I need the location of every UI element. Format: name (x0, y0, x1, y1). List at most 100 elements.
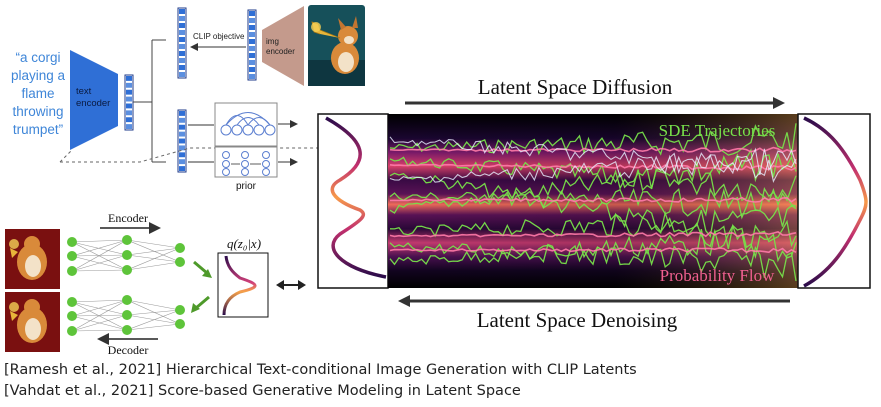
vector-cell (126, 76, 132, 81)
vector-cell (249, 46, 255, 51)
vector-cell (249, 11, 255, 16)
diffusion-arrow-head (773, 97, 785, 109)
network-node (67, 297, 77, 307)
right-gaussian-density (803, 116, 868, 288)
network-edge (126, 254, 181, 263)
network-edge (126, 239, 181, 263)
section-divider-dashed (60, 147, 318, 163)
vector-cell (179, 58, 185, 63)
network-node (175, 243, 185, 253)
network-node (122, 235, 132, 245)
vector-cell (249, 25, 255, 30)
vector-cell (179, 30, 185, 35)
trajectory-path (389, 247, 797, 254)
vector-cell (249, 39, 255, 44)
trajectory-path (389, 146, 797, 153)
network-edge (126, 314, 181, 325)
network-edge (71, 241, 128, 271)
trajectory-lines (389, 123, 797, 282)
prompt-line-3: flame (21, 86, 54, 101)
corgi-output-image (5, 292, 60, 352)
network-node (122, 310, 132, 320)
vector-cell (179, 23, 185, 28)
network-node (122, 265, 132, 275)
posterior-density-curve (222, 255, 257, 316)
vector-cell (179, 111, 185, 116)
latent-denoising-title: Latent Space Denoising (477, 308, 678, 332)
vector-cell (179, 145, 185, 151)
network-edge (126, 299, 181, 325)
network-edge (126, 323, 181, 331)
network-edge (126, 247, 181, 271)
vector-cell (126, 89, 132, 95)
vector-cell (249, 74, 255, 79)
vector-cell (179, 51, 185, 56)
network-edge (126, 261, 181, 271)
embedding-branch-connector (133, 39, 166, 163)
vector-cell (179, 131, 185, 137)
network-edge (71, 254, 128, 272)
prompt-line-1: “a corgi (15, 50, 60, 65)
prompt-line-5: trumpet” (13, 122, 63, 137)
decoder-label: Decoder (108, 343, 149, 357)
trajectory-path (389, 219, 797, 266)
network-edge (71, 299, 128, 332)
network-edge (126, 309, 181, 331)
citation-ramesh: [Ramesh et al., 2021] Hierarchical Text-… (4, 362, 637, 378)
network-node (67, 266, 77, 276)
trajectory-path (389, 156, 797, 207)
image-embedding-vector-bottom (177, 109, 187, 173)
network-edge (71, 301, 128, 331)
latent-diffusion-title: Latent Space Diffusion (478, 75, 673, 99)
network-node (67, 326, 77, 336)
vector-cell (179, 138, 185, 144)
vector-cell (126, 82, 132, 88)
prompt-text: “a corgi playing a flame throwing trumpe… (11, 50, 66, 137)
network-node (67, 251, 77, 261)
vector-cell (179, 152, 185, 158)
posterior-label: q(z₀|x) (227, 236, 261, 251)
prior-attention-box (188, 102, 298, 147)
encoder-label: Encoder (108, 211, 148, 225)
vector-cell (179, 37, 185, 42)
network-node (122, 250, 132, 260)
vector-cell (179, 72, 185, 77)
network-edge (126, 299, 181, 311)
vector-cell (249, 60, 255, 65)
left-multimodal-density (325, 116, 387, 279)
trajectory-path (389, 147, 797, 183)
img-encoder-label-1: img (266, 37, 279, 46)
network-node (122, 295, 132, 305)
vector-cell (179, 16, 185, 21)
network-node (175, 257, 185, 267)
corgi-trumpet-image (308, 5, 365, 86)
trajectory-path (389, 172, 797, 263)
trajectory-path (389, 204, 797, 238)
network-node (175, 319, 185, 329)
vector-cell (179, 9, 185, 14)
network-edge (71, 299, 128, 303)
prior-label: prior (236, 181, 257, 192)
prior-diffusion-box (188, 146, 298, 178)
text-embedding-vector (124, 74, 134, 131)
network-edge (71, 239, 128, 243)
prompt-line-4: throwing (12, 104, 63, 119)
vector-cell (179, 65, 185, 70)
encoder-network (67, 235, 185, 276)
network-node (175, 305, 185, 315)
vector-cell (249, 67, 255, 72)
vector-cell (126, 124, 132, 129)
network-node (122, 325, 132, 335)
network-edge (126, 239, 181, 249)
sde-trajectories-label: SDE Trajectories (659, 121, 776, 140)
vector-cell (249, 18, 255, 23)
vector-cell (126, 110, 132, 116)
prompt-to-encoder-line (59, 149, 73, 163)
vector-cell (126, 117, 132, 123)
img-encoder-vector (247, 9, 257, 81)
network-edge (71, 241, 128, 256)
decoder-network (67, 295, 185, 336)
prompt-line-2: playing a (11, 68, 66, 83)
network-edge (71, 314, 128, 332)
vector-cell (126, 103, 132, 109)
